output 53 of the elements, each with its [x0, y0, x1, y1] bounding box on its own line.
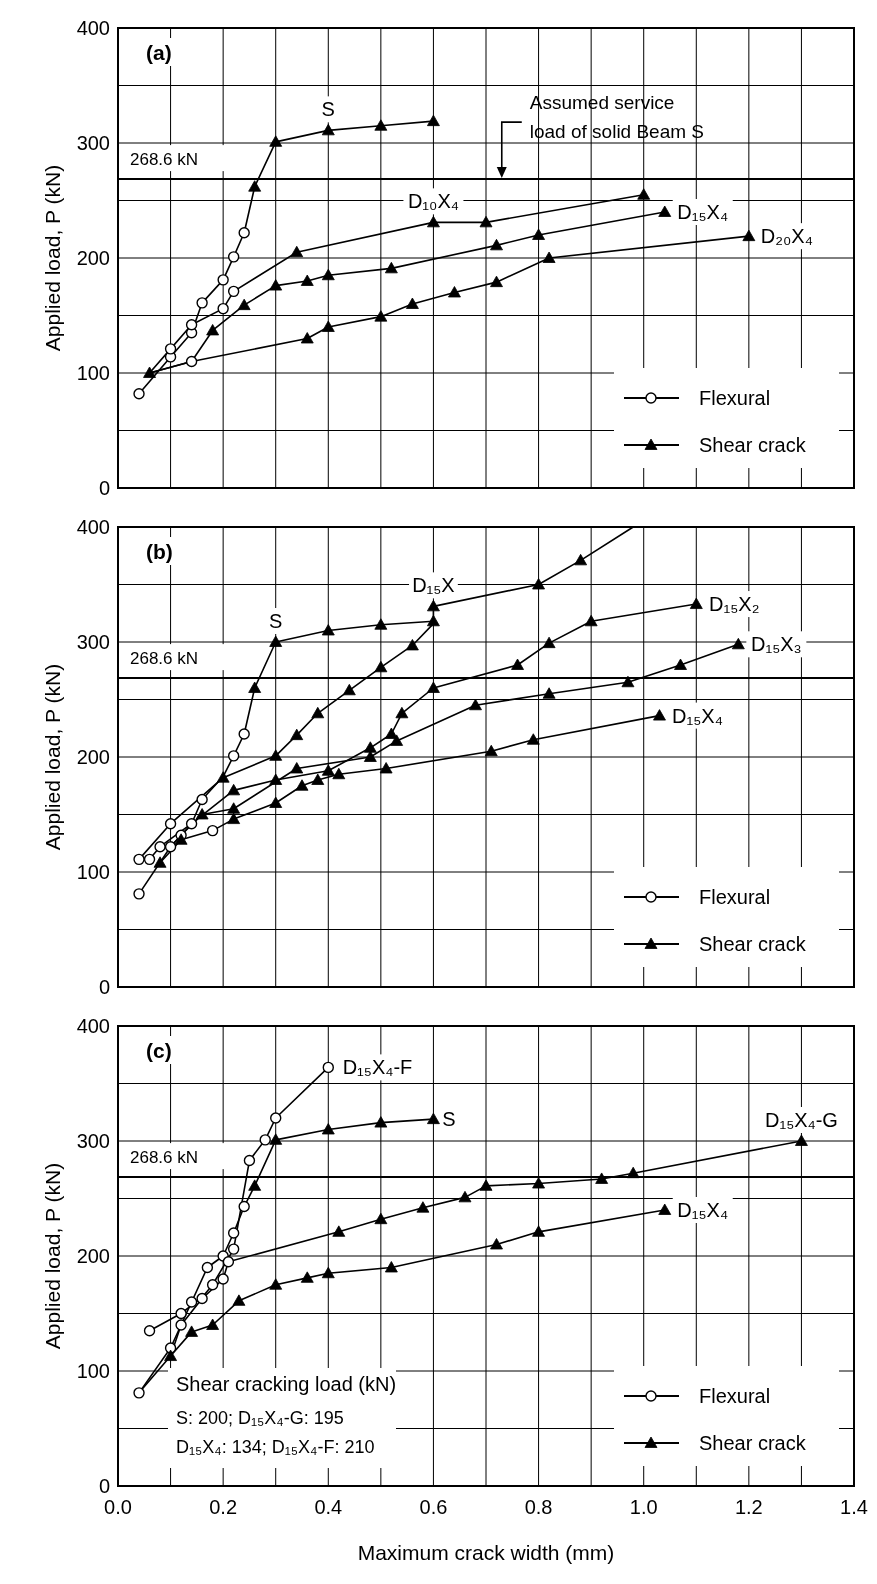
y-tick-label: 400	[76, 1015, 110, 1037]
y-axis-title: Applied load, P (kN)	[41, 663, 64, 851]
ref-line-label: 268.6 kN	[130, 150, 199, 170]
annotation: D₁₅X	[412, 574, 455, 597]
y-tick-label: 300	[76, 132, 110, 154]
annotation: S	[321, 98, 335, 121]
y-tick-label: 200	[76, 746, 110, 768]
y-tick-label: 100	[76, 362, 110, 384]
text: (c)	[146, 1039, 172, 1062]
annotation: D₁₅X₄-F	[342, 1056, 413, 1079]
y-axis-title: Applied load, P (kN)	[41, 164, 64, 352]
y-tick-label: 100	[76, 1360, 110, 1382]
text: (b)	[146, 540, 173, 563]
y-axis-title: Applied load, P (kN)	[41, 1162, 64, 1350]
legend-label: Flexural	[699, 387, 771, 409]
x-tick-label: 0.8	[524, 1496, 553, 1518]
annotation: D₁₅X₂	[709, 593, 760, 616]
annotation: D₁₅X₃	[750, 633, 802, 656]
legend-label: Flexural	[699, 886, 771, 908]
x-tick-label: 0.4	[314, 1496, 343, 1518]
annotation: D₁₅X₄	[672, 704, 723, 727]
x-axis-title: Maximum crack width (mm)	[357, 1541, 615, 1564]
legend-label: Shear crack	[699, 933, 807, 955]
legend-label: Shear crack	[699, 434, 807, 456]
annotation: D₁₅X₄	[677, 1199, 729, 1221]
text: (a)	[146, 41, 172, 64]
y-tick-label: 300	[76, 631, 110, 653]
y-tick-label: 0	[98, 477, 110, 499]
annotation: D₁₀X₄	[407, 190, 459, 213]
ref-line-label: 268.6 kN	[130, 1148, 199, 1168]
y-tick-label: 0	[98, 976, 110, 998]
y-tick-label: 200	[76, 1245, 110, 1267]
legend-label: Flexural	[699, 1385, 771, 1407]
y-tick-label: 300	[76, 1130, 110, 1152]
x-tick-label: 1.2	[734, 1496, 763, 1518]
y-tick-label: 400	[76, 516, 110, 538]
annotation: S	[442, 1108, 456, 1131]
ref-line-label: 268.6 kN	[130, 649, 199, 669]
annotation: S	[269, 610, 283, 632]
y-tick-label: 100	[76, 861, 110, 883]
x-tick-label: 1.4	[840, 1496, 868, 1518]
x-tick-label: 0.2	[209, 1496, 238, 1518]
legend-label: Shear crack	[699, 1432, 807, 1454]
y-tick-label: 0	[98, 1475, 110, 1497]
x-tick-label: 1.0	[629, 1496, 658, 1518]
annotation: Shear cracking load (kN) S: 200; D₁₅X₄-G: 195 D₁₅X₄: 134; D₁₅X₄-F: 210	[176, 1373, 397, 1457]
annotation: D₂₀X₄	[760, 225, 813, 248]
annotation: D₁₅X₄-G	[764, 1109, 838, 1131]
x-tick-label: 0.0	[104, 1496, 132, 1518]
y-tick-label: 400	[76, 17, 110, 39]
y-tick-label: 200	[76, 247, 110, 269]
annotation: D₁₅X₄	[677, 201, 729, 223]
x-tick-label: 0.6	[419, 1496, 448, 1518]
